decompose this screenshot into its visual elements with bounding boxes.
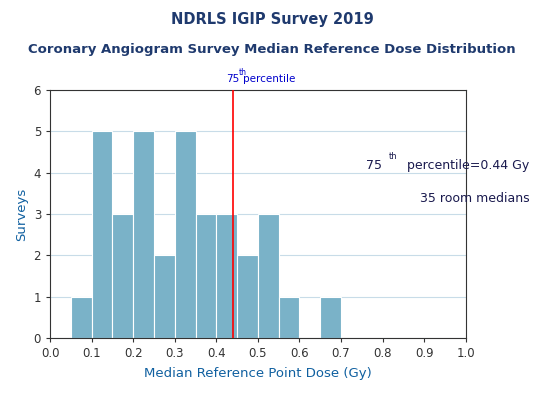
Text: percentile: percentile [243,74,296,84]
Text: th: th [389,152,398,162]
Bar [217,214,237,338]
Bar [279,297,300,338]
Bar [320,297,341,338]
Text: percentile=0.44 Gy: percentile=0.44 Gy [404,159,530,172]
Text: NDRLS IGIP Survey 2019: NDRLS IGIP Survey 2019 [171,12,373,27]
Bar [133,131,154,338]
Text: 75: 75 [226,74,239,84]
Text: 35 room medians: 35 room medians [420,192,530,205]
Text: 75: 75 [366,159,382,172]
Bar [195,214,217,338]
Bar [154,255,175,338]
Bar [71,297,91,338]
Text: Coronary Angiogram Survey Median Reference Dose Distribution: Coronary Angiogram Survey Median Referen… [28,43,516,56]
Bar [237,255,258,338]
X-axis label: Median Reference Point Dose (Gy): Median Reference Point Dose (Gy) [144,367,372,380]
Bar [113,214,133,338]
Text: th: th [238,68,246,77]
Bar [258,214,279,338]
Y-axis label: Surveys: Surveys [15,187,28,241]
Bar [175,131,195,338]
Bar [91,131,113,338]
